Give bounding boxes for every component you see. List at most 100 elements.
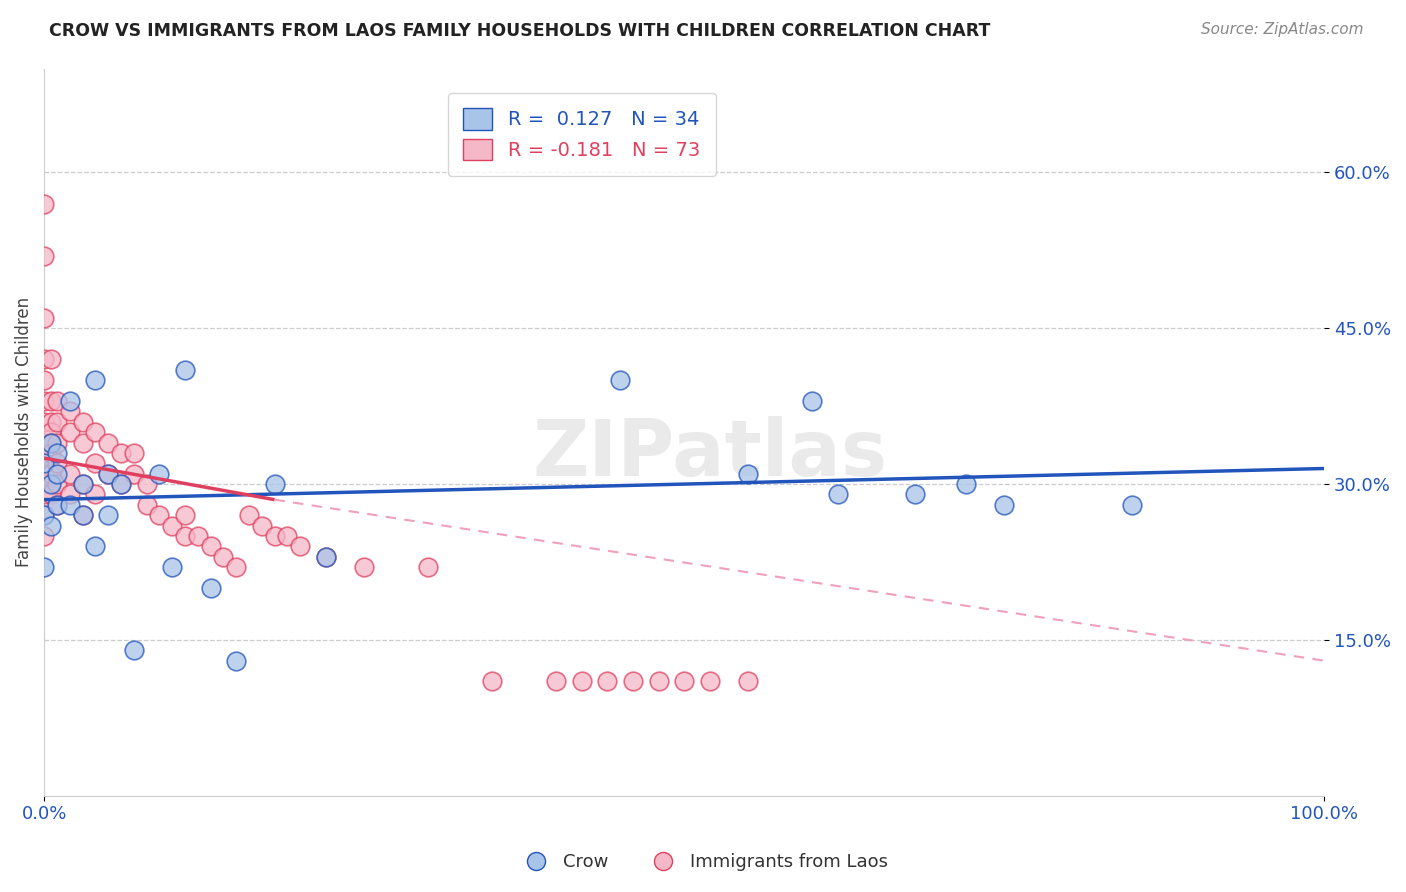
Point xyxy=(32,467,55,481)
Point xyxy=(993,498,1015,512)
Point xyxy=(276,529,298,543)
Point xyxy=(97,435,120,450)
Legend: R =  0.127   N = 34, R = -0.181   N = 73: R = 0.127 N = 34, R = -0.181 N = 73 xyxy=(447,93,716,176)
Point xyxy=(72,415,94,429)
Point xyxy=(122,643,145,657)
Point xyxy=(39,352,62,367)
Point xyxy=(174,529,197,543)
Point xyxy=(32,310,55,325)
Text: Source: ZipAtlas.com: Source: ZipAtlas.com xyxy=(1201,22,1364,37)
Point xyxy=(737,674,759,689)
Point xyxy=(59,394,82,409)
Point xyxy=(39,446,62,460)
Point xyxy=(59,498,82,512)
Point xyxy=(238,508,260,523)
Point xyxy=(160,518,183,533)
Point xyxy=(39,477,62,491)
Point xyxy=(45,394,67,409)
Point xyxy=(39,415,62,429)
Point xyxy=(546,674,568,689)
Point xyxy=(45,498,67,512)
Point xyxy=(84,540,107,554)
Point xyxy=(59,467,82,481)
Point xyxy=(59,487,82,501)
Point xyxy=(699,674,721,689)
Point xyxy=(32,529,55,543)
Point xyxy=(288,540,311,554)
Point xyxy=(39,435,62,450)
Point xyxy=(32,435,55,450)
Point xyxy=(315,549,337,564)
Point xyxy=(110,477,132,491)
Point xyxy=(72,508,94,523)
Point xyxy=(1121,498,1143,512)
Point xyxy=(32,456,55,470)
Point xyxy=(84,487,107,501)
Point xyxy=(32,560,55,574)
Point xyxy=(59,404,82,418)
Point xyxy=(97,467,120,481)
Point xyxy=(122,467,145,481)
Point xyxy=(72,477,94,491)
Point xyxy=(39,394,62,409)
Point xyxy=(174,508,197,523)
Point xyxy=(45,467,67,481)
Point xyxy=(225,654,247,668)
Point xyxy=(571,674,593,689)
Point xyxy=(160,560,183,574)
Point xyxy=(148,467,170,481)
Point xyxy=(59,425,82,439)
Point xyxy=(97,467,120,481)
Point xyxy=(200,540,222,554)
Point xyxy=(903,487,925,501)
Point xyxy=(45,456,67,470)
Point xyxy=(596,674,619,689)
Point xyxy=(39,467,62,481)
Point xyxy=(110,446,132,460)
Point xyxy=(32,373,55,387)
Text: CROW VS IMMIGRANTS FROM LAOS FAMILY HOUSEHOLDS WITH CHILDREN CORRELATION CHART: CROW VS IMMIGRANTS FROM LAOS FAMILY HOUS… xyxy=(49,22,991,40)
Point xyxy=(32,456,55,470)
Point xyxy=(72,477,94,491)
Point xyxy=(122,446,145,460)
Point xyxy=(45,435,67,450)
Point xyxy=(801,394,824,409)
Point xyxy=(32,196,55,211)
Point xyxy=(647,674,669,689)
Point xyxy=(416,560,439,574)
Point xyxy=(135,477,157,491)
Text: ZIPatlas: ZIPatlas xyxy=(533,416,887,492)
Point xyxy=(84,373,107,387)
Point xyxy=(315,549,337,564)
Legend: Crow, Immigrants from Laos: Crow, Immigrants from Laos xyxy=(510,847,896,879)
Point xyxy=(955,477,977,491)
Point xyxy=(353,560,375,574)
Point xyxy=(250,518,273,533)
Point xyxy=(200,581,222,595)
Point xyxy=(45,415,67,429)
Point xyxy=(187,529,209,543)
Point xyxy=(32,508,55,523)
Point xyxy=(827,487,849,501)
Point xyxy=(174,363,197,377)
Point xyxy=(609,373,631,387)
Point xyxy=(84,456,107,470)
Point xyxy=(135,498,157,512)
Point xyxy=(45,498,67,512)
Point xyxy=(212,549,235,564)
Point xyxy=(45,477,67,491)
Point xyxy=(32,415,55,429)
Point xyxy=(39,518,62,533)
Point xyxy=(621,674,644,689)
Point xyxy=(32,394,55,409)
Point xyxy=(32,477,55,491)
Point xyxy=(97,508,120,523)
Point xyxy=(32,352,55,367)
Point xyxy=(481,674,503,689)
Point xyxy=(110,477,132,491)
Point xyxy=(39,435,62,450)
Point xyxy=(263,529,285,543)
Y-axis label: Family Households with Children: Family Households with Children xyxy=(15,297,32,567)
Point xyxy=(32,487,55,501)
Point xyxy=(148,508,170,523)
